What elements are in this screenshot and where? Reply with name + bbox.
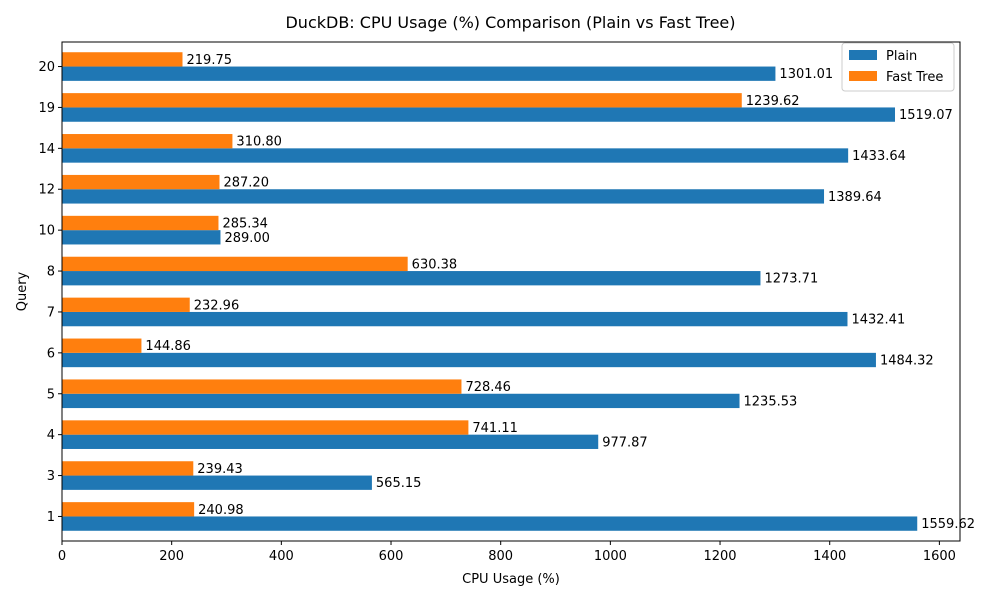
data-label-fast-tree-query-8: 630.38 bbox=[412, 257, 458, 272]
data-label-fast-tree-query-3: 239.43 bbox=[197, 462, 243, 477]
data-label-plain-query-3: 565.15 bbox=[376, 476, 422, 491]
y-tick-label-7: 7 bbox=[47, 305, 55, 320]
y-tick-label-6: 6 bbox=[47, 346, 55, 361]
data-label-fast-tree-query-20: 219.75 bbox=[187, 53, 233, 68]
y-tick-label-4: 4 bbox=[47, 428, 55, 443]
data-label-fast-tree-query-10: 285.34 bbox=[222, 216, 268, 231]
x-tick-label-800: 800 bbox=[488, 549, 513, 564]
data-label-plain-query-19: 1519.07 bbox=[899, 108, 953, 123]
legend-label-fast-tree: Fast Tree bbox=[886, 70, 943, 85]
bar-plain-query-1 bbox=[62, 516, 918, 531]
data-label-plain-query-14: 1433.64 bbox=[852, 149, 906, 164]
data-label-plain-query-6: 1484.32 bbox=[880, 354, 934, 369]
bar-plain-query-4 bbox=[62, 434, 599, 449]
bar-fast-tree-query-10 bbox=[62, 215, 219, 231]
data-label-plain-query-10: 289.00 bbox=[224, 231, 270, 246]
bar-fast-tree-query-14 bbox=[62, 134, 233, 149]
y-tick-label-8: 8 bbox=[47, 265, 55, 280]
bar-fast-tree-query-20 bbox=[62, 52, 183, 67]
chart-title: DuckDB: CPU Usage (%) Comparison (Plain … bbox=[285, 13, 735, 32]
legend: Plain Fast Tree bbox=[841, 42, 955, 92]
x-tick-label-1600: 1600 bbox=[923, 549, 956, 564]
x-axis: 0 200 400 600 800 1000 1200 1400 1600 bbox=[58, 541, 956, 564]
data-label-fast-tree-query-6: 144.86 bbox=[145, 339, 191, 354]
x-tick-label-600: 600 bbox=[379, 549, 404, 564]
data-label-plain-query-8: 1273.71 bbox=[764, 272, 818, 287]
bar-plain-query-7 bbox=[62, 311, 848, 327]
bar-fast-tree-query-8 bbox=[62, 256, 408, 272]
bar-plain-query-8 bbox=[62, 271, 761, 286]
x-tick-label-0: 0 bbox=[58, 549, 66, 564]
y-tick-label-14: 14 bbox=[38, 142, 55, 157]
bar-plain-query-5 bbox=[62, 393, 740, 409]
y-tick-label-12: 12 bbox=[38, 183, 55, 198]
y-tick-label-3: 3 bbox=[47, 469, 55, 484]
bar-fast-tree-query-5 bbox=[62, 379, 462, 394]
legend-label-plain: Plain bbox=[886, 49, 917, 64]
bar-fast-tree-query-6 bbox=[62, 338, 142, 353]
data-label-plain-query-12: 1389.64 bbox=[828, 190, 882, 205]
bar-plain-query-14 bbox=[62, 148, 849, 163]
bar-fast-tree-query-3 bbox=[62, 461, 194, 476]
data-label-plain-query-20: 1301.01 bbox=[779, 67, 833, 82]
y-axis-label: Query bbox=[15, 271, 30, 311]
data-label-fast-tree-query-14: 310.80 bbox=[236, 135, 282, 150]
bar-plain-query-6 bbox=[62, 352, 876, 368]
x-tick-label-200: 200 bbox=[159, 549, 184, 564]
bar-fast-tree-query-1 bbox=[62, 502, 195, 517]
data-labels-layer: 1559.62 240.98 565.15 239.43 977.87 741.11 123… bbox=[145, 53, 975, 532]
bar-plain-query-12 bbox=[62, 189, 825, 204]
data-label-plain-query-7: 1432.41 bbox=[851, 313, 905, 328]
x-tick-label-400: 400 bbox=[269, 549, 294, 564]
y-tick-label-10: 10 bbox=[38, 224, 55, 239]
data-label-fast-tree-query-12: 287.20 bbox=[223, 176, 269, 191]
y-tick-label-5: 5 bbox=[47, 387, 55, 402]
legend-swatch-fast-tree bbox=[849, 71, 877, 81]
legend-swatch-plain bbox=[849, 50, 877, 60]
data-label-fast-tree-query-7: 232.96 bbox=[194, 298, 240, 313]
y-tick-label-20: 20 bbox=[38, 60, 55, 75]
y-axis: 1 3 4 5 6 7 8 10 12 14 19 20 bbox=[38, 60, 62, 525]
plot-frame bbox=[61, 41, 961, 542]
data-label-fast-tree-query-1: 240.98 bbox=[198, 503, 244, 518]
data-label-fast-tree-query-5: 728.46 bbox=[465, 380, 511, 395]
x-tick-label-1200: 1200 bbox=[703, 549, 736, 564]
x-axis-label: CPU Usage (%) bbox=[462, 572, 560, 587]
bar-fast-tree-query-7 bbox=[62, 297, 190, 312]
y-tick-label-19: 19 bbox=[38, 101, 55, 116]
x-tick-label-1400: 1400 bbox=[813, 549, 846, 564]
bar-fast-tree-query-12 bbox=[62, 174, 220, 190]
bar-plain-query-10 bbox=[62, 230, 221, 245]
data-label-fast-tree-query-19: 1239.62 bbox=[746, 94, 800, 109]
bars-layer bbox=[62, 52, 918, 531]
x-tick-label-1000: 1000 bbox=[594, 549, 627, 564]
data-label-plain-query-1: 1559.62 bbox=[921, 517, 975, 532]
bar-fast-tree-query-4 bbox=[62, 420, 469, 435]
bar-plain-query-3 bbox=[62, 475, 372, 490]
data-label-plain-query-5: 1235.53 bbox=[744, 394, 798, 409]
y-tick-label-1: 1 bbox=[47, 510, 55, 525]
data-label-fast-tree-query-4: 741.11 bbox=[472, 421, 518, 436]
bar-plain-query-20 bbox=[62, 66, 776, 81]
bar-plain-query-19 bbox=[62, 107, 896, 122]
data-label-plain-query-4: 977.87 bbox=[602, 435, 648, 450]
bar-fast-tree-query-19 bbox=[62, 93, 742, 108]
